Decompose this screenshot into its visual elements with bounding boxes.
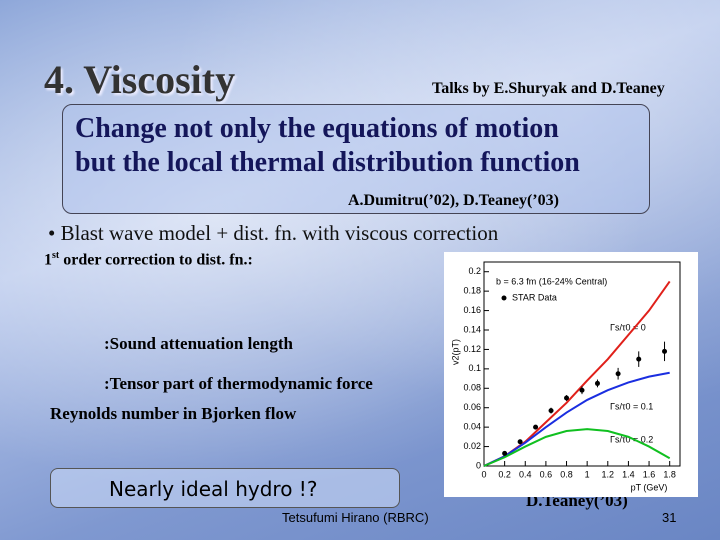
plot-frame	[483, 261, 681, 467]
series-line	[483, 428, 671, 467]
y-tick-label: 0.02	[463, 441, 481, 451]
page-number: 31	[662, 510, 677, 525]
title: 4. Viscosity	[44, 57, 236, 102]
x-tick-label: 0.4	[519, 469, 532, 479]
data-point	[533, 424, 539, 430]
text: order correction to dist. fn.:	[59, 251, 253, 269]
text: :Sound attenuation length	[104, 334, 293, 353]
y-tick-label: 0.08	[463, 383, 481, 393]
x-tick-label: 1.6	[643, 469, 656, 479]
bullet: • Blast wave model + dist. fn. with visc…	[48, 221, 499, 245]
box-line: Change not only the equations of motion	[75, 113, 559, 144]
data-point	[615, 371, 621, 377]
annotation: b = 6.3 fm (16-24% Central)	[496, 276, 607, 286]
legend-marker	[501, 295, 507, 301]
legend-label: STAR Data	[512, 292, 557, 302]
conclusion-box: Nearly ideal hydro !?	[50, 468, 400, 508]
x-tick-label: 1.4	[622, 469, 635, 479]
data-point	[548, 408, 554, 414]
series-line	[483, 371, 670, 467]
correction: 1st order correction to dist. fn.:	[44, 250, 253, 269]
y-tick-label: 0.04	[463, 422, 481, 432]
conclusion: Nearly ideal hydro !?	[109, 477, 318, 501]
x-tick-label: 1.8	[663, 469, 676, 479]
data-point	[662, 348, 668, 354]
curve-label: Γs/τ0 = 0.1	[610, 401, 653, 411]
curve-label: Γs/τ0 = 0	[610, 322, 646, 332]
y-tick-label: 0.12	[463, 344, 481, 354]
x-tick-label: 0.6	[540, 469, 553, 479]
y-axis-label: v2(pT)	[450, 339, 460, 365]
chart: v2(pT) pT (GeV) b = 6.3 fm (16-24% Centr…	[444, 252, 698, 497]
text: st	[52, 250, 60, 261]
box-line: but the local thermal distribution funct…	[75, 147, 580, 178]
data-point	[502, 450, 508, 456]
y-tick-label: 0.06	[463, 402, 481, 412]
data-point	[594, 380, 600, 386]
y-tick-label: 0.16	[463, 305, 481, 315]
data-point	[579, 387, 585, 393]
reference: A.Dumitru(’02), D.Teaney(’03)	[348, 192, 559, 209]
highlight-box: Change not only the equations of motion …	[62, 104, 650, 214]
data-point	[564, 395, 570, 401]
x-tick-label: 0.8	[560, 469, 573, 479]
talks: Talks by E.Shuryak and D.Teaney	[432, 80, 665, 97]
data-point	[517, 439, 523, 445]
x-axis-label: pT (GeV)	[631, 482, 668, 492]
x-tick-label: 1.2	[602, 469, 615, 479]
text: Reynolds number in Bjorken flow	[50, 404, 297, 423]
footer: Tetsufumi Hirano (RBRC)	[282, 510, 429, 525]
x-tick-label: 1	[585, 469, 590, 479]
x-tick-label: 0.2	[498, 469, 511, 479]
y-tick-label: 0.14	[463, 324, 481, 334]
x-tick-label: 0	[481, 469, 486, 479]
y-tick-label: 0.1	[468, 363, 481, 373]
data-point	[636, 356, 642, 362]
y-tick-label: 0	[476, 460, 481, 470]
text: :Tensor part of thermodynamic force	[104, 374, 373, 393]
y-tick-label: 0.18	[463, 286, 481, 296]
text: 1	[44, 251, 52, 269]
y-tick-label: 0.2	[468, 266, 481, 276]
